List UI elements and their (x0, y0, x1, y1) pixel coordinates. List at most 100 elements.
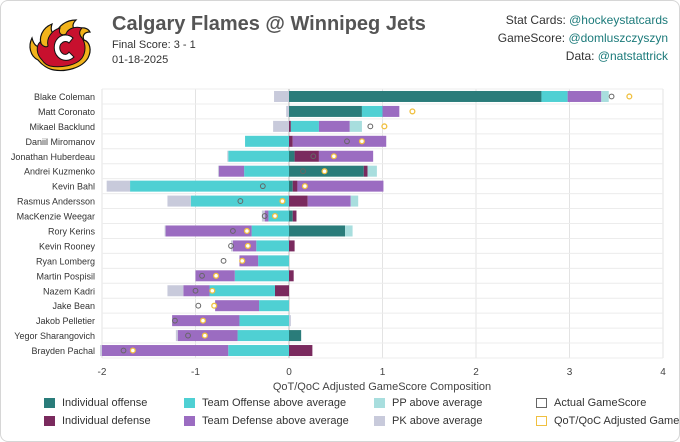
bar-ind_def (274, 285, 289, 297)
bar-team_off (209, 285, 275, 297)
actual-gamescore-marker (228, 243, 234, 249)
player-label: Martin Pospisil (36, 271, 95, 281)
x-tick-label: 0 (286, 367, 292, 378)
bar-ind_def (294, 150, 319, 162)
player-label: Nazem Kadri (43, 286, 95, 296)
bar-team_off (251, 225, 289, 237)
legend-item: PK above average (374, 415, 483, 427)
player-labels: Blake Coleman Matt Coronato Mikael Backlun… (11, 92, 96, 356)
bar-pk (164, 225, 166, 237)
bar-ind_off (289, 90, 542, 102)
credit-gamescore: GameScore: @domluszczyszyn (497, 31, 668, 45)
legend-label: QoT/QoC Adjusted GameScore (554, 415, 680, 427)
legend-swatch (374, 398, 385, 408)
game-date: 01-18-2025 (112, 54, 169, 66)
legend-item: Team Defense above average (184, 415, 349, 427)
bar-team_off (290, 120, 319, 132)
legend-label: PP above average (392, 397, 483, 409)
legend-swatch (536, 416, 547, 426)
player-label: Ryan Lomberg (36, 256, 95, 266)
bar-team_off (228, 345, 289, 357)
credit-handle[interactable]: @domluszczyszyn (568, 31, 668, 45)
bar-ind_off (289, 150, 295, 162)
actual-gamescore-marker (344, 138, 350, 145)
bar-team_def (215, 300, 260, 312)
bar-pk (167, 195, 191, 207)
player-label: Jakob Pelletier (36, 316, 95, 326)
legend-item: PP above average (374, 397, 482, 409)
bar-pk (274, 90, 289, 102)
player-label: MacKenzie Weegar (17, 212, 95, 222)
bar-team_def (102, 345, 229, 357)
bar-ind_def (289, 135, 293, 147)
legend-label: Team Defense above average (202, 415, 349, 427)
bar-ind_off (289, 330, 302, 342)
bar-pk (227, 150, 229, 162)
bar-pk (273, 120, 289, 132)
player-label: Brayden Pachal (31, 346, 95, 356)
actual-gamescore-marker (261, 213, 268, 219)
bar-team_off (268, 210, 289, 222)
x-tick-label: 1 (380, 367, 386, 378)
bar-team_off (361, 105, 383, 117)
bar-team_off (190, 195, 289, 207)
bar-team_off (541, 90, 568, 102)
legend-label: PK above average (392, 415, 483, 427)
bar-pp (345, 225, 353, 237)
bar-ind_def (292, 210, 297, 222)
actual-gamescore-marker (185, 332, 191, 339)
adjusted-gamescore-marker (244, 242, 251, 249)
x-tick-label: -1 (191, 367, 200, 378)
bar-team_off (258, 255, 289, 267)
bar-team_def (218, 165, 245, 177)
bar-pk (231, 240, 233, 252)
bar-ind_def (289, 270, 294, 282)
actual-gamescore-marker (230, 228, 236, 234)
legend-swatch (184, 416, 195, 426)
bar-team_off (130, 180, 289, 192)
bar-team_def (264, 210, 269, 222)
bar-pk (261, 210, 265, 222)
legend-label: Individual offense (62, 397, 148, 409)
actual-gamescore-marker (259, 183, 266, 190)
legend-swatch (44, 416, 55, 426)
actual-gamescore-marker (192, 287, 199, 294)
player-label: Jonathan Huberdeau (11, 152, 95, 162)
credit-data: Data: @natstattrick (565, 49, 668, 63)
player-label: Matt Coronato (38, 107, 95, 117)
credit-handle[interactable]: @hockeystatcards (569, 13, 668, 27)
actual-gamescore-marker (120, 347, 127, 354)
bar-ind_def (289, 120, 291, 132)
bar-team_def (183, 285, 210, 297)
player-label: Rory Kerins (48, 226, 96, 236)
actual-gamescore-marker (172, 317, 178, 324)
chart-grid (101, 88, 664, 359)
legend-label: Individual defense (62, 415, 151, 427)
credit-handle[interactable]: @natstattrick (597, 49, 668, 63)
bar-ind_off (289, 105, 362, 117)
actual-gamescore-marker (195, 302, 202, 309)
actual-gamescore-marker (608, 93, 615, 100)
bar-team_def (318, 120, 350, 132)
bar-ind_def (363, 165, 368, 177)
x-tick-labels: -2 -1 0 1 2 3 4 (98, 367, 667, 378)
bar-ind_off (289, 210, 293, 222)
actual-gamescore-marker (199, 272, 205, 279)
legend-label: Actual GameScore (554, 397, 647, 409)
bar-team_def (307, 195, 351, 207)
bar-team_def (318, 150, 374, 162)
bar-team_off (239, 315, 289, 327)
bar-team_off (256, 240, 289, 252)
player-label: Yegor Sharangovich (14, 331, 95, 341)
legend-swatch (184, 398, 195, 408)
bar-team_def (239, 255, 259, 267)
bar-team_off (259, 300, 289, 312)
legend-swatch (374, 416, 385, 426)
bar-pk (286, 105, 289, 117)
player-label: Andrei Kuzmenko (24, 167, 95, 177)
actual-gamescore-marker (220, 257, 227, 264)
bar-pk (100, 345, 102, 357)
legend-item: Actual GameScore (536, 397, 646, 409)
bar-team_def (292, 135, 387, 147)
adjusted-gamescore-marker (271, 212, 279, 220)
